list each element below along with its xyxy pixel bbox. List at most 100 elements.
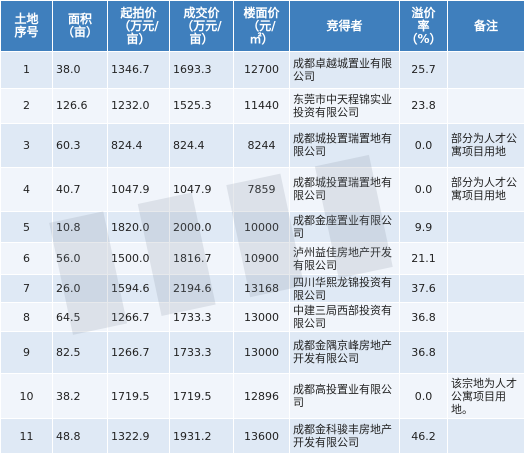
cell-floor-price: 11440 [233,87,290,124]
cell-winner: 成都金科骏丰房地产开发有限公司 [289,418,400,454]
cell-premium-rate: 0.0 [399,372,448,420]
cell-premium-rate: 9.9 [399,210,448,244]
cell-area: 38.2 [52,372,108,420]
cell-floor-price: 13000 [233,302,290,332]
cell-area: 56.0 [52,242,108,276]
cell-deal-price: 1733.3 [169,330,234,374]
cell-floor-price: 13168 [233,274,290,304]
cell-start-price: 1820.0 [107,210,170,244]
table-row: 8 64.5 1266.7 1733.3 13000 中建三局西部投资有限公司 36.8 [0,302,524,332]
cell-area: 64.5 [52,302,108,332]
cell-floor-price: 12700 [233,51,290,89]
table-row: 3 60.3 824.4 824.4 8244 成都城投置瑞置地有限公司 0.0 部分为人才公… [0,122,524,168]
cell-start-price: 1266.7 [107,302,170,332]
cell-winner: 泸州益佳房地产开发有限公司 [289,242,400,276]
cell-land-no: 11 [0,418,53,454]
header-land-no: 土地 序号 [0,0,53,52]
cell-winner: 成都城投置瑞置地有限公司 [289,166,400,212]
cell-area: 10.8 [52,210,108,244]
cell-area: 82.5 [52,330,108,374]
cell-premium-rate: 25.7 [399,51,448,89]
cell-start-price: 824.4 [107,122,170,168]
cell-winner: 成都高投置业有限公司 [289,372,400,420]
table-body: 1 38.0 1346.7 1693.3 12700 成都卓越城置业有限公司 25.7 2 12… [0,51,524,454]
cell-land-no: 7 [0,274,53,304]
cell-remark: 该宗地为人才公寓项目用地。 [447,372,524,420]
cell-land-no: 1 [0,51,53,89]
cell-premium-rate: 0.0 [399,122,448,168]
cell-floor-price: 12896 [233,372,290,420]
cell-floor-price: 13600 [233,418,290,454]
cell-remark: 部分为人才公寓项目用地 [447,166,524,212]
cell-deal-price: 1719.5 [169,372,234,420]
cell-remark [447,51,524,89]
table-row: 1 38.0 1346.7 1693.3 12700 成都卓越城置业有限公司 25.7 [0,51,524,89]
cell-land-no: 3 [0,122,53,168]
cell-deal-price: 1816.7 [169,242,234,276]
cell-deal-price: 1931.2 [169,418,234,454]
cell-winner: 四川华熙龙锦投资有限公司 [289,274,400,304]
cell-remark [447,242,524,276]
table-row: 4 40.7 1047.9 1047.9 7859 成都城投置瑞置地有限公司 0.0 部分为人… [0,166,524,212]
cell-deal-price: 1525.3 [169,87,234,124]
cell-area: 126.6 [52,87,108,124]
cell-land-no: 5 [0,210,53,244]
cell-remark [447,302,524,332]
cell-remark [447,210,524,244]
cell-floor-price: 7859 [233,166,290,212]
header-start-price: 起拍价 （万元/ 亩） [107,0,170,52]
cell-premium-rate: 36.8 [399,330,448,374]
cell-winner: 成都金座置业有限公司 [289,210,400,244]
header-deal-price: 成交价 （万元/ 亩） [169,0,234,52]
cell-winner: 成都城投置瑞置地有限公司 [289,122,400,168]
table-row: 5 10.8 1820.0 2000.0 10000 成都金座置业有限公司 9.9 [0,210,524,244]
table-row: 11 48.8 1322.9 1931.2 13600 成都金科骏丰房地产开发有限公司 46… [0,418,524,454]
cell-premium-rate: 46.2 [399,418,448,454]
cell-area: 48.8 [52,418,108,454]
cell-area: 26.0 [52,274,108,304]
cell-deal-price: 1693.3 [169,51,234,89]
cell-premium-rate: 36.8 [399,302,448,332]
cell-land-no: 9 [0,330,53,374]
cell-winner: 东莞市中天程锦实业投资有限公司 [289,87,400,124]
table-header: 土地 序号 面积 （亩） 起拍价 （万元/ 亩） 成交价 （万元/ 亩） [0,0,524,52]
cell-deal-price: 2000.0 [169,210,234,244]
header-floor-price: 楼面价 （元/ ㎡） [233,0,290,52]
cell-remark: 部分为人才公寓项目用地 [447,122,524,168]
table-row: 2 126.6 1232.0 1525.3 11440 东莞市中天程锦实业投资有限公司 23… [0,87,524,124]
cell-deal-price: 824.4 [169,122,234,168]
cell-floor-price: 13000 [233,330,290,374]
cell-remark [447,330,524,374]
cell-start-price: 1719.5 [107,372,170,420]
cell-area: 60.3 [52,122,108,168]
cell-remark [447,274,524,304]
cell-premium-rate: 0.0 [399,166,448,212]
header-winner: 竞得者 [289,0,400,52]
cell-premium-rate: 21.1 [399,242,448,276]
cell-start-price: 1047.9 [107,166,170,212]
cell-remark [447,418,524,454]
cell-land-no: 2 [0,87,53,124]
cell-floor-price: 10900 [233,242,290,276]
cell-deal-price: 1047.9 [169,166,234,212]
cell-start-price: 1594.6 [107,274,170,304]
cell-deal-price: 1733.3 [169,302,234,332]
cell-start-price: 1322.9 [107,418,170,454]
cell-area: 40.7 [52,166,108,212]
cell-start-price: 1500.0 [107,242,170,276]
cell-start-price: 1266.7 [107,330,170,374]
cell-land-no: 4 [0,166,53,212]
cell-winner: 成都金隅京峰房地产开发有限公司 [289,330,400,374]
cell-land-no: 8 [0,302,53,332]
table-row: 10 38.2 1719.5 1719.5 12896 成都高投置业有限公司 0.0 该宗地为… [0,372,524,420]
cell-floor-price: 10000 [233,210,290,244]
cell-winner: 中建三局西部投资有限公司 [289,302,400,332]
cell-remark [447,87,524,124]
table-row: 7 26.0 1594.6 2194.6 13168 四川华熙龙锦投资有限公司 37.6 [0,274,524,304]
table-row: 9 82.5 1266.7 1733.3 13000 成都金隅京峰房地产开发有限公司 36.… [0,330,524,374]
cell-winner: 成都卓越城置业有限公司 [289,51,400,89]
table-row: 6 56.0 1500.0 1816.7 10900 泸州益佳房地产开发有限公司 21.1 [0,242,524,276]
header-premium-rate: 溢价 率 （%） [399,0,448,52]
